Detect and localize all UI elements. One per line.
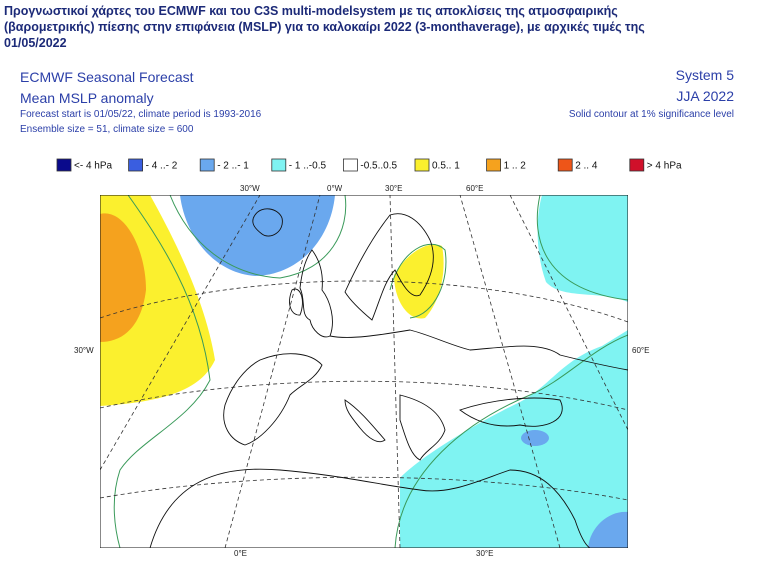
legend-swatch [128, 158, 144, 172]
legend-swatch [629, 158, 645, 172]
legend-swatch [557, 158, 573, 172]
anomaly-area [394, 244, 444, 319]
legend-label: - 2 ..- 1 [217, 161, 249, 172]
header-subtitle: Mean MSLP anomaly [20, 90, 154, 106]
legend-label: > 4 hPa [647, 161, 682, 172]
legend-label: - 1 ..-0.5 [289, 161, 327, 172]
coastline [149, 208, 628, 548]
graticule-label: 30°W [240, 184, 260, 193]
caption-line: 01/05/2022 [4, 36, 67, 50]
anomaly-area [537, 195, 628, 302]
graticule-label: 60°E [632, 346, 649, 355]
graticule-label: 0°W [327, 184, 343, 193]
anomaly-area [588, 511, 628, 548]
graticule-label: 30°E [385, 184, 402, 193]
legend-swatch [342, 158, 358, 172]
caption-line: (βαρομετρικής) πίεσης στην επιφάνεια (MS… [4, 20, 645, 34]
legend-label: 1 .. 2 [504, 161, 527, 172]
legend-swatch [414, 158, 430, 172]
legend-label: 0.5.. 1 [432, 161, 460, 172]
legend-swatch [199, 158, 215, 172]
graticule-label: 30°E [476, 549, 493, 558]
legend-label: <- 4 hPa [74, 161, 113, 172]
legend: <- 4 hPa - 4 ..- 2 - 2 ..- 1 - 1 ..-0.5 -0.5… [56, 158, 682, 172]
caption-line: Προγνωστικοί χάρτες του ECMWF και του C3… [4, 4, 618, 18]
graticule-label: 30°W [74, 346, 94, 355]
anomaly-area [400, 330, 628, 548]
legend-swatch [56, 158, 72, 172]
anomaly-area [180, 195, 335, 276]
legend-label: -0.5..0.5 [360, 161, 397, 172]
legend-swatch [486, 158, 502, 172]
anomaly-area [521, 430, 549, 446]
graticule-label: 60°E [466, 184, 483, 193]
header-note: Forecast start is 01/05/22, climate peri… [20, 109, 262, 120]
map-area [100, 195, 628, 548]
legend-swatch [271, 158, 287, 172]
header-note: Ensemble size = 51, climate size = 600 [20, 124, 194, 135]
header-system: System 5 [675, 67, 734, 83]
header-title: ECMWF Seasonal Forecast [20, 69, 194, 85]
graticule [100, 195, 628, 548]
anomaly-area [100, 213, 146, 342]
graticule-label: 0°E [234, 549, 247, 558]
header-season: JJA 2022 [676, 88, 734, 104]
significance-contour [113, 195, 628, 548]
header-note: Solid contour at 1% significance level [568, 109, 734, 120]
legend-label: 2 .. 4 [575, 161, 598, 172]
legend-label: - 4 ..- 2 [146, 161, 178, 172]
